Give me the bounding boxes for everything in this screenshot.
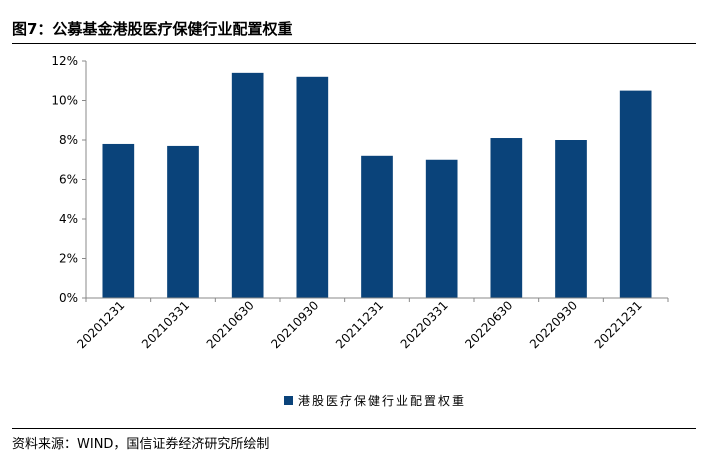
bar xyxy=(231,72,264,298)
figure-title: 图7：公募基金港股医疗保健行业配置权重 xyxy=(12,20,293,38)
x-tick-label: 20210331 xyxy=(139,298,192,351)
bar xyxy=(425,159,458,298)
source-note: 资料来源：WIND，国信证券经济研究所绘制 xyxy=(12,437,270,452)
x-tick-label: 20210630 xyxy=(204,298,257,351)
x-axis: 20201231 20210331 20210630 20210930 20211231… xyxy=(74,297,669,351)
y-tick-label: 4% xyxy=(59,212,78,226)
y-tick-label: 10% xyxy=(51,94,78,108)
x-tick-label: 20211231 xyxy=(333,298,386,351)
bar xyxy=(296,76,329,298)
bar xyxy=(102,143,135,298)
bar xyxy=(361,155,393,298)
bar xyxy=(555,140,587,298)
bar xyxy=(490,138,523,298)
title-divider xyxy=(12,43,696,44)
bar-chart: 0% 2% 4% 6% 8% 10% 12% 20201231 20210331 2021063… xyxy=(51,54,669,408)
bar xyxy=(619,90,652,298)
y-tick-label: 2% xyxy=(59,252,78,266)
x-tick-label: 20210930 xyxy=(268,298,321,351)
bar-series xyxy=(102,72,652,298)
y-tick-label: 0% xyxy=(59,291,78,305)
y-tick-label: 8% xyxy=(59,133,78,147)
legend-label: 港股医疗保健行业配置权重 xyxy=(298,394,466,408)
source-divider xyxy=(12,428,696,429)
x-tick-label: 20201231 xyxy=(74,298,127,351)
x-tick-label: 20220930 xyxy=(527,298,580,351)
y-tick-label: 12% xyxy=(51,54,78,68)
y-tick-label: 6% xyxy=(59,173,78,187)
legend: 港股医疗保健行业配置权重 xyxy=(284,394,466,408)
x-tick-label: 20220331 xyxy=(398,298,451,351)
y-axis: 0% 2% 4% 6% 8% 10% 12% xyxy=(51,54,87,305)
x-tick-label: 20220630 xyxy=(462,298,515,351)
x-tick-label: 20221231 xyxy=(592,298,645,351)
legend-swatch xyxy=(284,396,293,405)
bar xyxy=(167,145,199,298)
